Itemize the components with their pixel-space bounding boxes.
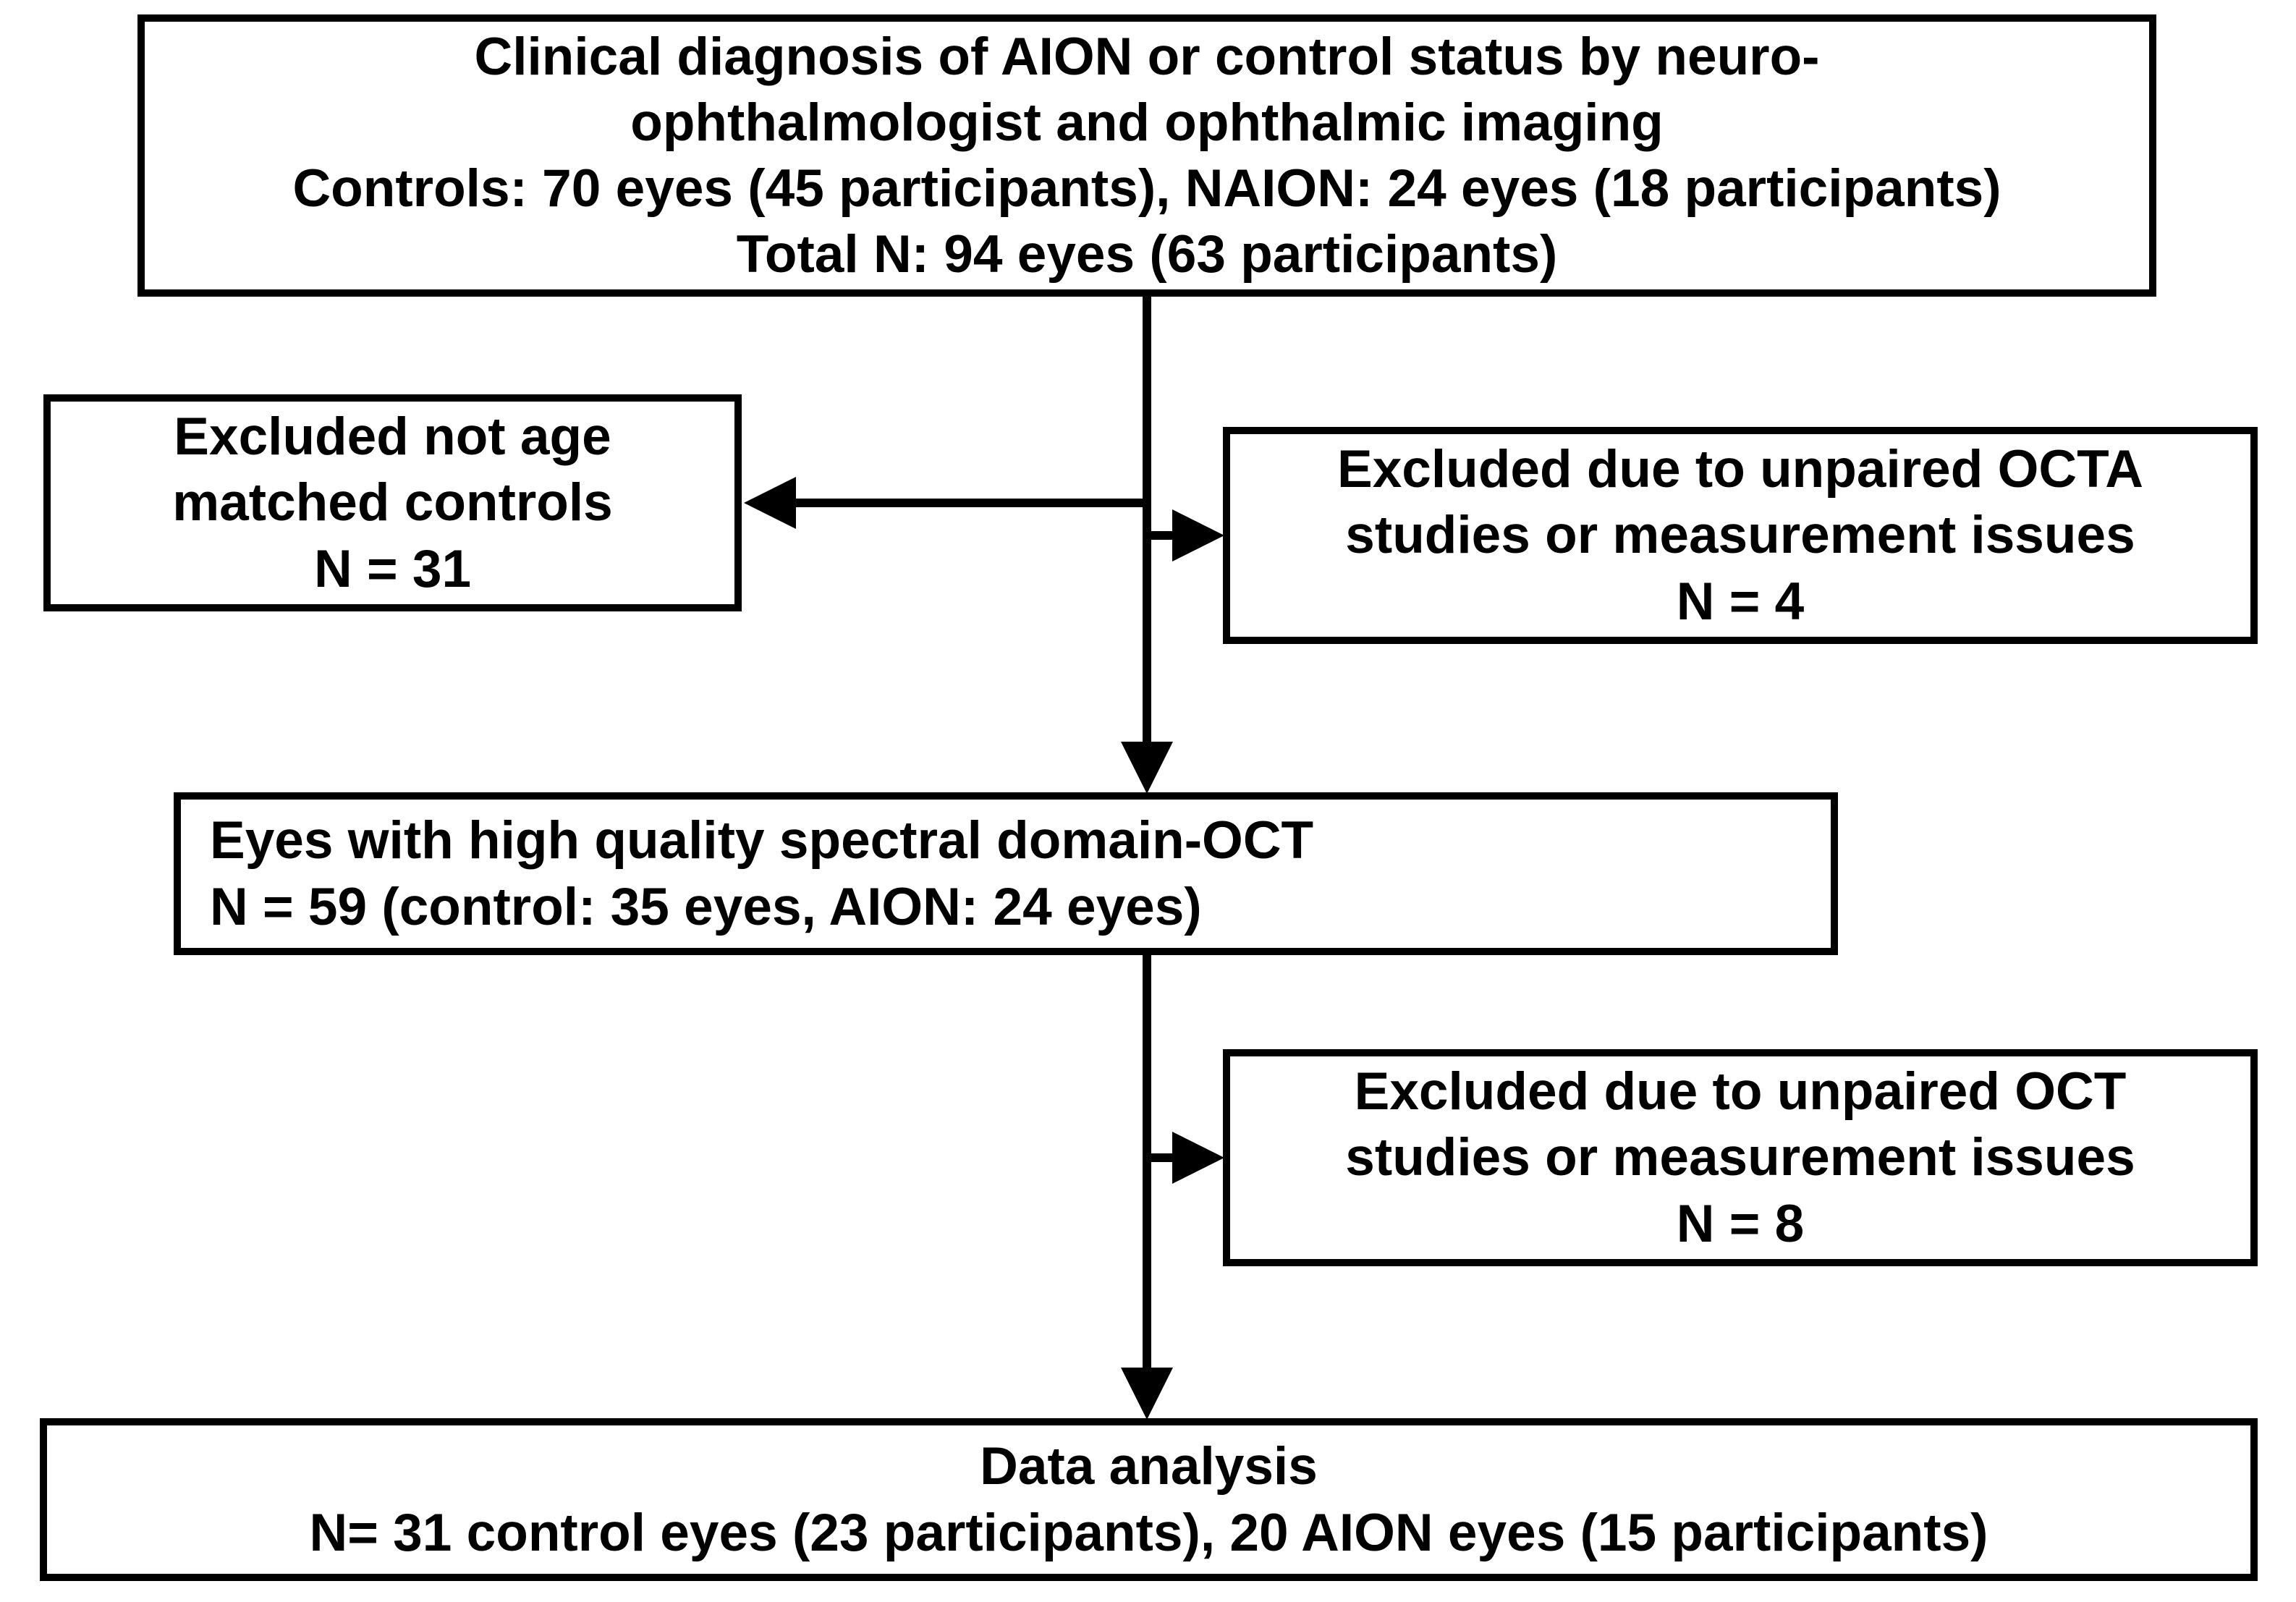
text-line: Eyes with high quality spectral domain-O… xyxy=(210,808,1313,873)
text-line: studies or measurement issues xyxy=(1345,1124,2135,1190)
text-line: ophthalmologist and ophthalmic imaging xyxy=(630,90,1664,156)
text-line: matched controls xyxy=(172,470,612,535)
text-line: Controls: 70 eyes (45 participants), NAI… xyxy=(292,156,2001,221)
text-line: Clinical diagnosis of AION or control st… xyxy=(475,24,1820,90)
text-line: N = 59 (control: 35 eyes, AION: 24 eyes) xyxy=(210,874,1202,940)
text-line: studies or measurement issues xyxy=(1345,502,2135,568)
text-line: Total N: 94 eyes (63 participants) xyxy=(737,221,1558,287)
node-excluded-age-match: Excluded not age matched controls N = 31 xyxy=(43,394,742,611)
text-line: Excluded due to unpaired OCT xyxy=(1355,1059,2127,1124)
node-initial-cohort: Clinical diagnosis of AION or control st… xyxy=(137,14,2156,297)
text-line: Excluded due to unpaired OCTA xyxy=(1337,436,2143,502)
node-excluded-octa: Excluded due to unpaired OCTA studies or… xyxy=(1223,427,2258,644)
text-line: N = 4 xyxy=(1677,569,1805,635)
text-line: Data analysis xyxy=(980,1433,1318,1499)
node-excluded-oct: Excluded due to unpaired OCT studies or … xyxy=(1223,1049,2258,1266)
text-line: N= 31 control eyes (23 participants), 20… xyxy=(310,1500,1988,1566)
flowchart-canvas: Clinical diagnosis of AION or control st… xyxy=(0,0,2296,1602)
text-line: N = 8 xyxy=(1677,1191,1805,1257)
node-sd-oct-quality: Eyes with high quality spectral domain-O… xyxy=(174,792,1838,955)
text-line: Excluded not age xyxy=(174,404,611,470)
node-data-analysis: Data analysis N= 31 control eyes (23 par… xyxy=(40,1418,2258,1581)
text-line: N = 31 xyxy=(314,536,471,602)
